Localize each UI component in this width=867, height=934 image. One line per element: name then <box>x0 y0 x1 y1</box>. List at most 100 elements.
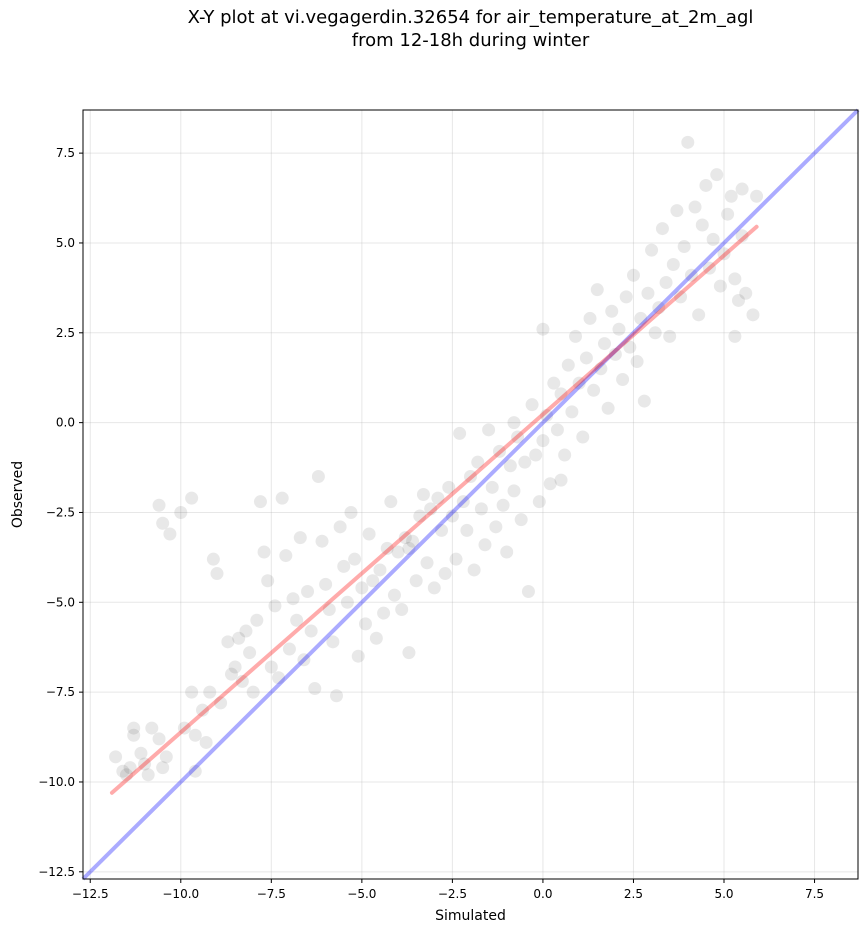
data-point <box>409 574 423 588</box>
data-point <box>587 383 601 397</box>
data-point <box>496 498 510 512</box>
data-point <box>420 556 434 570</box>
data-point <box>670 204 684 218</box>
data-point <box>597 337 611 351</box>
data-point <box>710 168 724 182</box>
data-point <box>721 207 735 221</box>
data-point <box>525 398 539 412</box>
data-point <box>540 408 554 422</box>
data-point <box>489 520 503 534</box>
data-point <box>275 491 289 505</box>
y-tick-label: 2.5 <box>56 326 75 340</box>
data-point <box>253 495 267 509</box>
data-point <box>735 182 749 196</box>
data-point <box>243 646 257 660</box>
data-point <box>438 567 452 581</box>
data-point <box>572 376 586 390</box>
data-point <box>279 549 293 563</box>
data-point <box>750 189 764 203</box>
data-point <box>474 502 488 516</box>
data-point <box>507 484 521 498</box>
data-point <box>706 232 720 246</box>
data-point <box>746 308 760 322</box>
data-point <box>159 750 173 764</box>
data-point <box>605 304 619 318</box>
data-point <box>297 653 311 667</box>
data-point <box>250 613 264 627</box>
x-tick-label: −7.5 <box>257 887 286 901</box>
data-point <box>398 531 412 545</box>
data-point <box>485 480 499 494</box>
data-point <box>348 552 362 566</box>
grid-layer <box>83 110 858 879</box>
data-point <box>623 340 637 354</box>
data-point <box>156 516 170 530</box>
data-point <box>518 455 532 469</box>
data-point <box>590 283 604 297</box>
x-tick-label: 0.0 <box>533 887 552 901</box>
data-point <box>402 541 416 555</box>
data-point <box>482 423 496 437</box>
y-tick-label: −7.5 <box>46 685 75 699</box>
data-point <box>554 473 568 487</box>
data-point <box>435 523 449 537</box>
data-point <box>529 448 543 462</box>
data-point <box>652 301 666 315</box>
data-point <box>246 685 260 699</box>
data-point <box>521 585 535 599</box>
chart-title: X-Y plot at vi.vegagerdin.32654 for air_… <box>0 6 867 52</box>
data-point <box>261 574 275 588</box>
data-point <box>612 322 626 336</box>
data-point <box>116 764 130 778</box>
data-point <box>674 290 688 304</box>
data-point <box>449 552 463 566</box>
data-point <box>224 667 238 681</box>
data-point <box>239 624 253 638</box>
data-point <box>315 534 329 548</box>
data-point <box>141 768 155 782</box>
data-point <box>467 563 481 577</box>
data-point <box>703 261 717 275</box>
data-point <box>196 703 210 717</box>
data-point <box>536 434 550 448</box>
x-tick-label: 2.5 <box>624 887 643 901</box>
data-point <box>369 631 383 645</box>
y-tick-label: −2.5 <box>46 505 75 519</box>
data-point <box>601 401 615 415</box>
data-point <box>232 631 246 645</box>
data-point <box>290 613 304 627</box>
lines-layer <box>81 108 860 881</box>
data-point <box>507 416 521 430</box>
y-tick-label: 5.0 <box>56 236 75 250</box>
data-point <box>677 240 691 254</box>
data-point <box>684 268 698 282</box>
data-point <box>663 329 677 343</box>
data-point <box>206 552 220 566</box>
data-point <box>413 509 427 523</box>
data-point <box>330 689 344 703</box>
data-point <box>156 761 170 775</box>
data-point <box>659 275 673 289</box>
data-point <box>731 293 745 307</box>
data-point <box>554 387 568 401</box>
data-point <box>123 761 137 775</box>
x-tick-label: 7.5 <box>805 887 824 901</box>
data-point <box>228 660 242 674</box>
data-point <box>268 599 282 613</box>
data-point <box>311 470 325 484</box>
data-point <box>565 405 579 419</box>
data-point <box>416 488 430 501</box>
data-point <box>634 311 648 325</box>
data-point <box>210 567 224 581</box>
data-point <box>177 721 191 735</box>
data-point <box>471 455 485 469</box>
data-point <box>547 376 561 390</box>
data-point <box>692 308 706 322</box>
data-point <box>366 574 380 588</box>
data-point <box>442 480 456 494</box>
data-point <box>326 635 340 649</box>
data-point <box>713 279 727 293</box>
data-point <box>532 495 546 509</box>
data-point <box>431 491 445 505</box>
data-point <box>301 585 315 599</box>
